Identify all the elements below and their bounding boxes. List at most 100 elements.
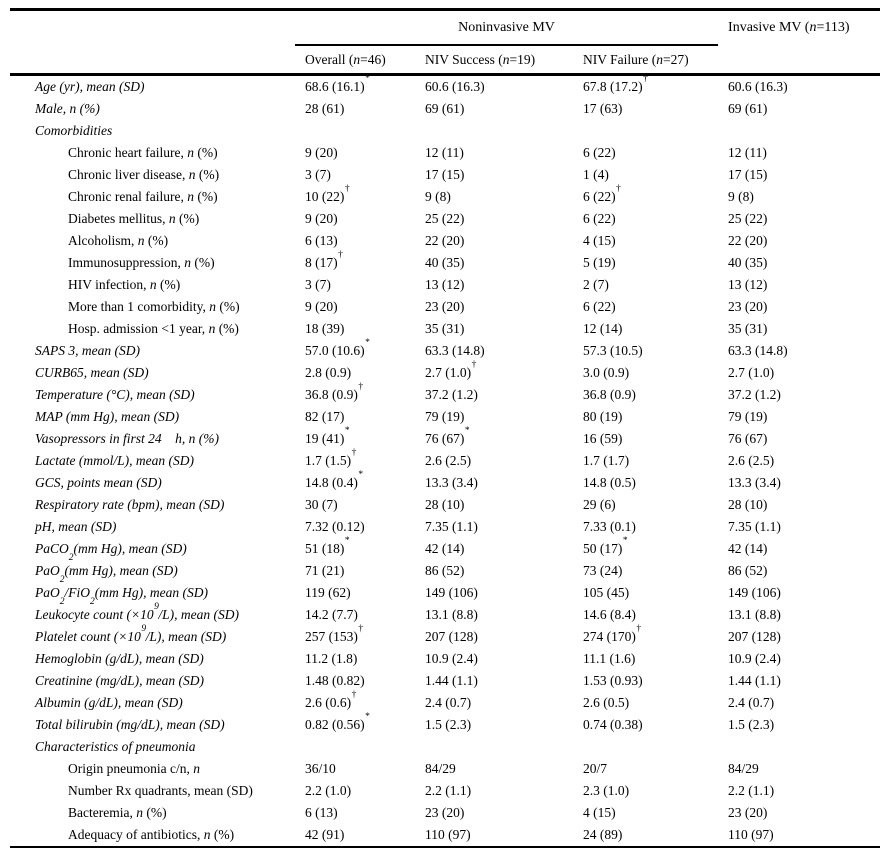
table-row: SAPS 3, mean (SD) 57.0 (10.6)* 63.3 (14.8)… <box>10 338 880 362</box>
row-label: HIV infection, n (%) <box>68 277 181 292</box>
table-row: PaCO2(mm Hg), mean (SD) 51 (18)* 42 (14) 50… <box>10 536 880 563</box>
cell-niv-success: 37.2 (1.2) <box>425 387 478 402</box>
cell-niv-failure: 50 (17)* <box>583 536 628 556</box>
cell-invasive-mv: 42 (14) <box>728 541 768 556</box>
cell-overall: 2.2 (1.0) <box>305 783 352 798</box>
cell-overall: 14.8 (0.4)* <box>305 470 364 490</box>
table-row: Temperature (°C), mean (SD) 36.8 (0.9)† 37… <box>10 382 880 406</box>
table-row: PaO2(mm Hg), mean (SD) 71 (21) 86 (52) 73 (… <box>10 560 880 585</box>
table-row: HIV infection, n (%) 3 (7) 13 (12) 2 (7) 13 … <box>10 274 880 296</box>
cell-overall: 57.0 (10.6)* <box>305 338 370 358</box>
cell-invasive-mv: 22 (20) <box>728 233 768 248</box>
row-label: Leukocyte count (×109/L), mean (SD) <box>35 602 239 622</box>
cell-niv-failure: 105 (45) <box>583 585 630 600</box>
cell-overall: 3 (7) <box>305 277 331 292</box>
cell-niv-success: 110 (97) <box>425 827 471 842</box>
cell-niv-success: 60.6 (16.3) <box>425 79 485 94</box>
cell-niv-failure: 6 (22) <box>583 299 616 314</box>
cell-overall: 19 (41)* <box>305 426 350 446</box>
cell-niv-failure: 20/7 <box>583 761 608 776</box>
row-label: CURB65, mean (SD) <box>35 365 149 380</box>
cell-niv-success: 13.3 (3.4) <box>425 475 478 490</box>
row-label: Chronic heart failure, n (%) <box>68 145 218 160</box>
cell-invasive-mv: 86 (52) <box>728 563 768 578</box>
cell-overall: 0.82 (0.56)* <box>305 712 370 732</box>
cell-overall: 42 (91) <box>305 827 345 842</box>
row-label: pH, mean (SD) <box>35 519 117 534</box>
cell-invasive-mv: 2.4 (0.7) <box>728 695 775 710</box>
cell-niv-success: 149 (106) <box>425 585 478 600</box>
clinical-characteristics-table: Noninvasive MV Invasive MV (n=113) Overa… <box>10 8 881 848</box>
cell-overall: 2.8 (0.9) <box>305 365 352 380</box>
table-row: Chronic renal failure, n (%) 10 (22)† 9 (8… <box>10 184 880 208</box>
cell-invasive-mv: 2.7 (1.0) <box>728 365 775 380</box>
cell-invasive-mv: 7.35 (1.1) <box>728 519 781 534</box>
cell-niv-failure: 12 (14) <box>583 321 623 336</box>
cell-overall: 6 (13) <box>305 233 338 248</box>
cell-niv-failure: 14.6 (8.4) <box>583 607 636 622</box>
cell-niv-success: 63.3 (14.8) <box>425 343 485 358</box>
cell-niv-success: 17 (15) <box>425 167 465 182</box>
table-row: Platelet count (×109/L), mean (SD) 257 (1… <box>10 624 880 648</box>
cell-overall <box>295 736 415 758</box>
table-row: Vasopressors in first 24 h, n (%) 19 (41)… <box>10 426 880 450</box>
cell-invasive-mv: 37.2 (1.2) <box>728 387 781 402</box>
cell-niv-success: 79 (19) <box>425 409 465 424</box>
cell-niv-success: 42 (14) <box>425 541 465 556</box>
table-row: Chronic heart failure, n (%) 9 (20) 12 (11… <box>10 142 880 164</box>
cell-invasive-mv: 76 (67) <box>728 431 768 446</box>
cell-niv-failure: 274 (170)† <box>583 624 642 644</box>
cell-invasive-mv: 23 (20) <box>728 299 768 314</box>
section-row: Comorbidities <box>10 120 880 142</box>
cell-niv-failure: 17 (63) <box>583 101 623 116</box>
row-label: MAP (mm Hg), mean (SD) <box>35 409 180 424</box>
cell-invasive-mv: 60.6 (16.3) <box>728 79 788 94</box>
cell-niv-failure: 73 (24) <box>583 563 623 578</box>
cell-overall: 28 (61) <box>305 101 345 116</box>
cell-niv-failure: 2.6 (0.5) <box>583 695 630 710</box>
group-header-row: Noninvasive MV Invasive MV (n=113) <box>10 9 880 46</box>
cell-invasive-mv: 207 (128) <box>728 629 781 644</box>
table-row: MAP (mm Hg), mean (SD) 82 (17) 79 (19) 80 (… <box>10 406 880 428</box>
cell-overall: 119 (62) <box>305 585 351 600</box>
table-row: Albumin (g/dL), mean (SD) 2.6 (0.6)† 2.4 (… <box>10 690 880 714</box>
cell-overall: 82 (17) <box>305 409 345 424</box>
cell-niv-failure: 5 (19) <box>583 255 616 270</box>
table-body: Age (yr), mean (SD) 68.6 (16.1)* 60.6 (16.… <box>10 74 880 848</box>
cell-niv-failure: 29 (6) <box>583 497 616 512</box>
cell-niv-failure: 57.3 (10.5) <box>583 343 643 358</box>
table-row: Bacteremia, n (%) 6 (13) 23 (20) 4 (15) 23 (… <box>10 802 880 824</box>
cell-invasive-mv: 149 (106) <box>728 585 781 600</box>
cell-overall: 10 (22)† <box>305 184 350 204</box>
row-label: Vasopressors in first 24 h, n (%) <box>35 431 220 446</box>
cell-overall: 68.6 (16.1)* <box>305 74 370 94</box>
noninvasive-mv-group-header: Noninvasive MV <box>295 9 719 46</box>
cell-invasive-mv: 79 (19) <box>728 409 768 424</box>
row-label: Temperature (°C), mean (SD) <box>35 387 195 402</box>
table-row: Hosp. admission <1 year, n (%) 18 (39) 35 … <box>10 318 880 340</box>
row-label: PaO2(mm Hg), mean (SD) <box>35 563 178 585</box>
row-label: Hemoglobin (g/dL), mean (SD) <box>35 651 204 666</box>
cell-overall: 51 (18)* <box>305 536 350 556</box>
cell-niv-success: 207 (128) <box>425 629 478 644</box>
cell-niv-failure: 6 (22)† <box>583 184 621 204</box>
cell-niv-failure: 11.1 (1.6) <box>583 651 636 666</box>
column-header-niv-failure: NIV Failure (n=27) <box>583 51 689 67</box>
cell-niv-failure: 6 (22) <box>583 211 616 226</box>
cell-overall: 1.7 (1.5)† <box>305 448 357 468</box>
cell-niv-success: 10.9 (2.4) <box>425 651 478 666</box>
cell-niv-success: 35 (31) <box>425 321 465 336</box>
cell-invasive-mv: 13.3 (3.4) <box>728 475 781 490</box>
cell-overall: 1.48 (0.82) <box>305 673 365 688</box>
cell-niv-success: 1.5 (2.3) <box>425 717 472 732</box>
table-row: Respiratory rate (bpm), mean (SD) 30 (7) 2… <box>10 494 880 516</box>
cell-overall: 7.32 (0.12) <box>305 519 365 534</box>
cell-niv-success: 2.4 (0.7) <box>425 695 472 710</box>
cell-niv-success: 28 (10) <box>425 497 465 512</box>
cell-overall: 14.2 (7.7) <box>305 607 358 622</box>
row-label: PaCO2(mm Hg), mean (SD) <box>35 541 187 563</box>
cell-niv-success <box>415 120 573 142</box>
cell-overall: 18 (39) <box>305 321 345 336</box>
table-row: Male, n (%) 28 (61) 69 (61) 17 (63) 69 (61) <box>10 98 880 120</box>
row-label: Age (yr), mean (SD) <box>35 79 145 94</box>
